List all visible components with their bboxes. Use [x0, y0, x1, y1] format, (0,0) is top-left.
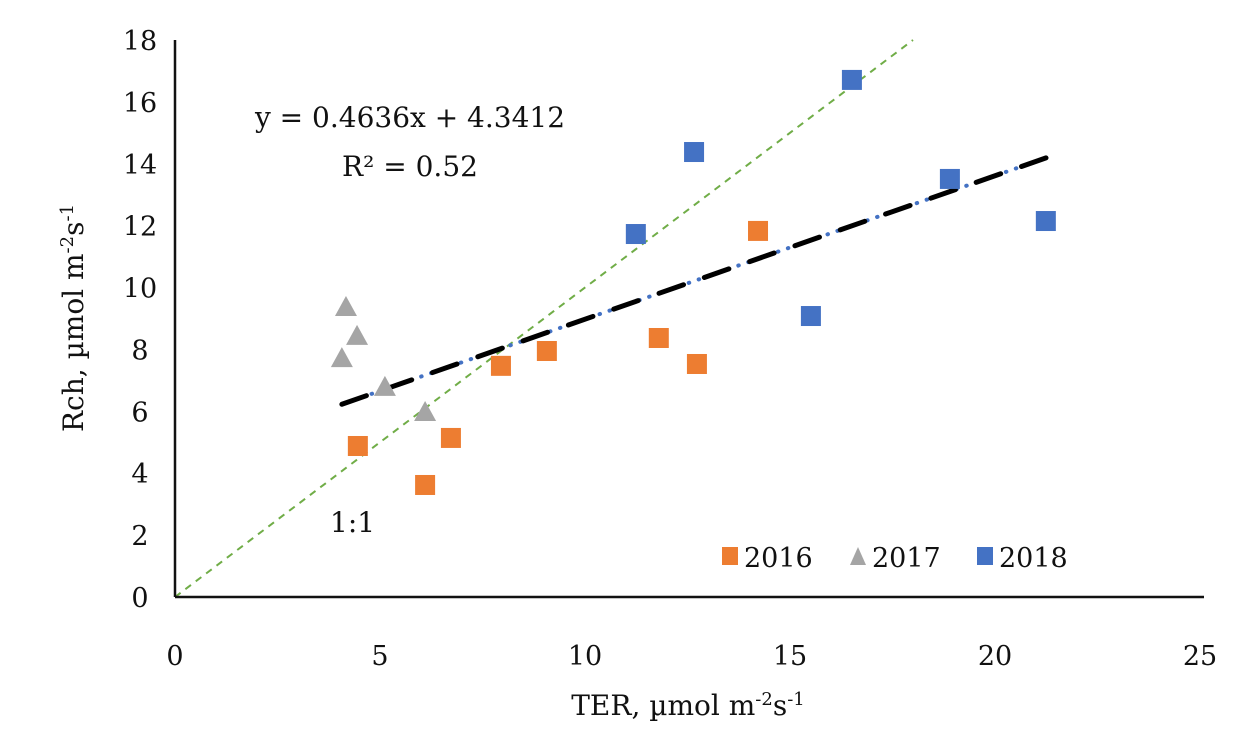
data-point-2018 [800, 306, 821, 327]
x-tick-label: 10 [568, 641, 602, 672]
y-tick-label: 2 [131, 521, 148, 552]
one-to-one-label: 1:1 [330, 506, 375, 539]
y-tick-label: 8 [131, 335, 148, 366]
y-axis-title-main: Rch, µmol m [57, 253, 90, 432]
legend-marker-2017 [850, 547, 866, 565]
data-point-2016 [748, 220, 769, 241]
data-point-2018 [939, 168, 960, 189]
data-point-2016 [648, 327, 669, 348]
legend-label-2016: 2016 [744, 543, 813, 574]
legend-marker-2018 [977, 547, 993, 565]
data-point-2017 [330, 347, 353, 368]
data-point-2018 [1035, 211, 1056, 232]
data-point-2018 [841, 69, 862, 90]
trendline-equation: y = 0.4636x + 4.3412 [254, 101, 565, 134]
y-tick-labels: 0 2 4 6 8 10 12 14 16 18 [123, 26, 157, 614]
data-point-2016 [686, 353, 707, 374]
y-axis-title: Rch, µmol m-2s-1 [57, 204, 90, 432]
y-tick-label: 6 [131, 397, 148, 428]
y-tick-label: 14 [123, 150, 157, 181]
reference-lines [174, 39, 1051, 598]
y-tick-label: 18 [123, 26, 157, 57]
data-point-2018 [684, 142, 705, 163]
trendline-dots [339, 155, 1051, 407]
legend-label-2018: 2018 [999, 543, 1068, 574]
y-axis-title-sup1: -2 [57, 236, 78, 254]
data-point-2016 [490, 355, 511, 376]
x-axis-title-main: TER, µmol m [571, 689, 755, 722]
x-tick-label: 20 [978, 641, 1012, 672]
data-point-2017 [414, 400, 437, 421]
y-tick-label: 12 [123, 212, 157, 243]
x-tick-labels: 0 5 10 15 20 25 [166, 641, 1217, 672]
trendline-r2: R² = 0.52 [342, 150, 478, 183]
data-point-2016 [440, 427, 461, 448]
data-point-2016 [347, 435, 368, 456]
x-tick-label: 15 [773, 641, 807, 672]
y-tick-label: 0 [131, 583, 148, 614]
x-axis-title-mid: s [773, 689, 787, 722]
data-point-2016 [415, 474, 436, 495]
y-tick-label: 16 [123, 88, 157, 119]
legend-marker-2016 [722, 547, 738, 565]
data-point-2017 [346, 324, 369, 345]
data-point-2016 [536, 340, 557, 361]
trendline [339, 154, 1051, 407]
x-axis-title-sup2: -1 [787, 689, 805, 710]
x-tick-label: 5 [371, 641, 388, 672]
legend: 2016 2017 2018 [722, 543, 1068, 574]
data-point-2017 [373, 375, 396, 396]
y-tick-label: 4 [131, 459, 148, 490]
x-tick-label: 25 [1183, 641, 1217, 672]
data-point-2018 [625, 224, 646, 245]
x-tick-label: 0 [166, 641, 183, 672]
x-axis-title-sup1: -2 [755, 689, 773, 710]
one-to-one-line [174, 39, 914, 598]
data-points [330, 69, 1056, 495]
data-point-2017 [334, 296, 357, 317]
x-axis-title: TER, µmol m-2s-1 [571, 689, 804, 722]
legend-label-2017: 2017 [872, 543, 941, 574]
y-axis-title-sup2: -1 [57, 204, 78, 222]
y-axis-title-mid: s [57, 222, 90, 236]
y-tick-label: 10 [123, 274, 157, 305]
